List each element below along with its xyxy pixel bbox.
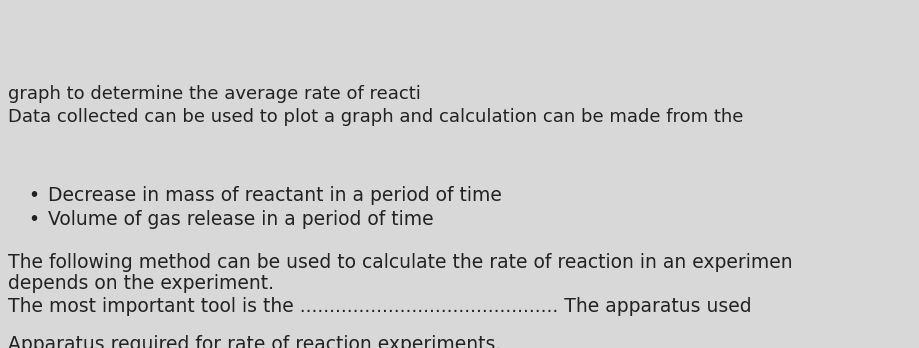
Text: graph to determine the average rate of reacti: graph to determine the average rate of r… — [8, 85, 421, 103]
Text: •: • — [28, 210, 40, 229]
Text: The most important tool is the ............................................ The : The most important tool is the .........… — [8, 297, 752, 316]
Text: •: • — [28, 186, 40, 205]
Text: The following method can be used to calculate the rate of reaction in an experim: The following method can be used to calc… — [8, 253, 792, 272]
Text: Decrease in mass of reactant in a period of time: Decrease in mass of reactant in a period… — [48, 186, 502, 205]
Text: depends on the experiment.: depends on the experiment. — [8, 274, 274, 293]
Text: Volume of gas release in a period of time: Volume of gas release in a period of tim… — [48, 210, 434, 229]
Text: Apparatus required for rate of reaction experiments.: Apparatus required for rate of reaction … — [8, 335, 501, 348]
Text: Data collected can be used to plot a graph and calculation can be made from the: Data collected can be used to plot a gra… — [8, 108, 743, 126]
